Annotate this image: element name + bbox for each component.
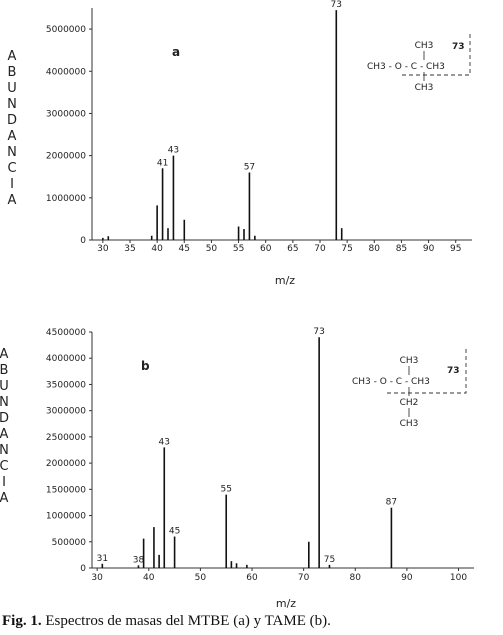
- peak-label: 45: [169, 527, 180, 537]
- peak-label: 57: [244, 163, 255, 173]
- spectrum-panel-a: 0 1000000 2000000 3000000 4000000 5000000 30 35…: [7, 0, 472, 287]
- x-axis-label: m/z: [276, 597, 296, 610]
- y-axis-label-letter: I: [10, 177, 14, 192]
- peak-label: 31: [97, 554, 108, 564]
- y-tick-label: 2000000: [46, 152, 86, 162]
- x-tick-label: 80: [350, 573, 362, 583]
- structure-formula: CH3 CH3 - O - C - CH3 CH3 73: [367, 32, 471, 93]
- structure-top-group: CH3: [415, 41, 434, 51]
- x-tick-label: 40: [151, 244, 163, 254]
- y-tick-label: 2000000: [46, 459, 86, 469]
- y-axis-label-letter: N: [0, 443, 9, 458]
- figure-caption: Fig. 1. Espectros de masas del MTBE (a) …: [2, 613, 502, 630]
- x-tick-label: 85: [396, 244, 407, 254]
- x-tick-label: 30: [91, 573, 103, 583]
- y-tick-label: 3500000: [46, 380, 86, 390]
- structure-lower-group: CH2: [400, 398, 419, 408]
- spectrum-panel-b: 0 500000 1000000 1500000 2000000 2500000 30000…: [0, 327, 474, 610]
- y-tick-label: 0: [80, 564, 86, 574]
- caption-text: Espectros de masas del MTBE (a) y TAME (…: [41, 613, 331, 629]
- fragment-mass-label: 73: [447, 366, 460, 376]
- y-tick-label: 1000000: [46, 194, 86, 204]
- peak-label: 87: [386, 498, 397, 508]
- y-axis-label-letter: A: [8, 129, 17, 144]
- y-tick-label: 1500000: [46, 485, 86, 495]
- fragmentation-dashed-line: [402, 32, 471, 76]
- x-tick-label: 30: [97, 244, 109, 254]
- y-axis-label-letter: N: [7, 97, 17, 112]
- y-axis-label-letter: A: [0, 491, 9, 506]
- x-tick-label: 100: [450, 573, 467, 583]
- peak-label: 38: [133, 555, 145, 565]
- y-tick-label: 0: [80, 236, 86, 246]
- x-tick-label: 70: [314, 244, 326, 254]
- y-tick-label: 1000000: [46, 512, 86, 522]
- y-axis-label-letter: I: [2, 475, 6, 490]
- x-tick-label: 80: [369, 244, 381, 254]
- y-axis-label-letter: B: [8, 65, 17, 80]
- x-tick-label: 50: [195, 573, 207, 583]
- y-tick-label: 3000000: [46, 407, 86, 417]
- fragment-mass-label: 73: [452, 42, 465, 52]
- peak-label: 43: [168, 146, 179, 156]
- y-axis-label-letter: D: [7, 113, 17, 128]
- x-tick-label: 45: [179, 244, 190, 254]
- peak-label: 73: [331, 0, 342, 10]
- x-tick-label: 40: [143, 573, 155, 583]
- x-tick-label: 60: [246, 573, 258, 583]
- structure-bottom-group: CH3: [415, 83, 434, 93]
- y-axis-label-letter: A: [0, 347, 9, 362]
- peak-label: 73: [313, 327, 324, 337]
- y-tick-label: 4000000: [46, 67, 86, 77]
- y-tick-label: 500000: [52, 538, 87, 548]
- structure-main-chain: CH3 - O - C - CH3: [352, 377, 430, 387]
- y-axis-label-letter: B: [0, 363, 8, 378]
- peak-label: 41: [157, 158, 168, 168]
- y-axis-label-letter: A: [8, 193, 17, 208]
- y-tick-label: 4500000: [46, 328, 86, 338]
- x-tick-label: 65: [287, 244, 298, 254]
- x-tick-label: 90: [401, 573, 413, 583]
- fragmentation-dashed-line: [387, 347, 467, 394]
- y-tick-label: 3000000: [46, 109, 86, 119]
- structure-top-group: CH3: [400, 356, 419, 366]
- x-tick-label: 35: [124, 244, 135, 254]
- y-axis-label-letter: N: [0, 395, 9, 410]
- structure-main-chain: CH3 - O - C - CH3: [367, 62, 445, 72]
- y-axis-label-letter: A: [0, 427, 9, 442]
- panel-letter: a: [172, 45, 180, 59]
- peak-label: 75: [324, 555, 335, 565]
- x-tick-label: 55: [233, 244, 244, 254]
- y-tick-label: 5000000: [46, 25, 86, 35]
- y-axis-label-letter: D: [0, 411, 9, 426]
- x-tick-label: 75: [341, 244, 352, 254]
- caption-label: Fig. 1.: [2, 613, 42, 629]
- structure-bottom-group: CH3: [400, 419, 419, 429]
- panel-letter: b: [141, 359, 150, 373]
- peak-label: 43: [159, 437, 170, 447]
- y-axis-label-letter: U: [7, 81, 17, 96]
- x-tick-label: 95: [450, 244, 461, 254]
- x-tick-label: 50: [206, 244, 218, 254]
- x-tick-label: 90: [423, 244, 435, 254]
- peak-label: 55: [220, 485, 231, 495]
- y-axis-label-letter: N: [7, 145, 17, 160]
- y-tick-label: 4000000: [46, 354, 86, 364]
- y-axis-label-letter: C: [0, 459, 9, 474]
- y-axis-label-letter: C: [7, 161, 16, 176]
- y-axis-label-letter: U: [0, 379, 9, 394]
- x-tick-label: 70: [298, 573, 310, 583]
- x-axis-label: m/z: [275, 274, 295, 287]
- y-axis-label-letter: A: [8, 49, 17, 64]
- structure-formula: CH3 CH3 - O - C - CH3 CH2 CH3 73: [352, 347, 467, 429]
- y-tick-label: 2500000: [46, 433, 86, 443]
- x-tick-label: 60: [260, 244, 272, 254]
